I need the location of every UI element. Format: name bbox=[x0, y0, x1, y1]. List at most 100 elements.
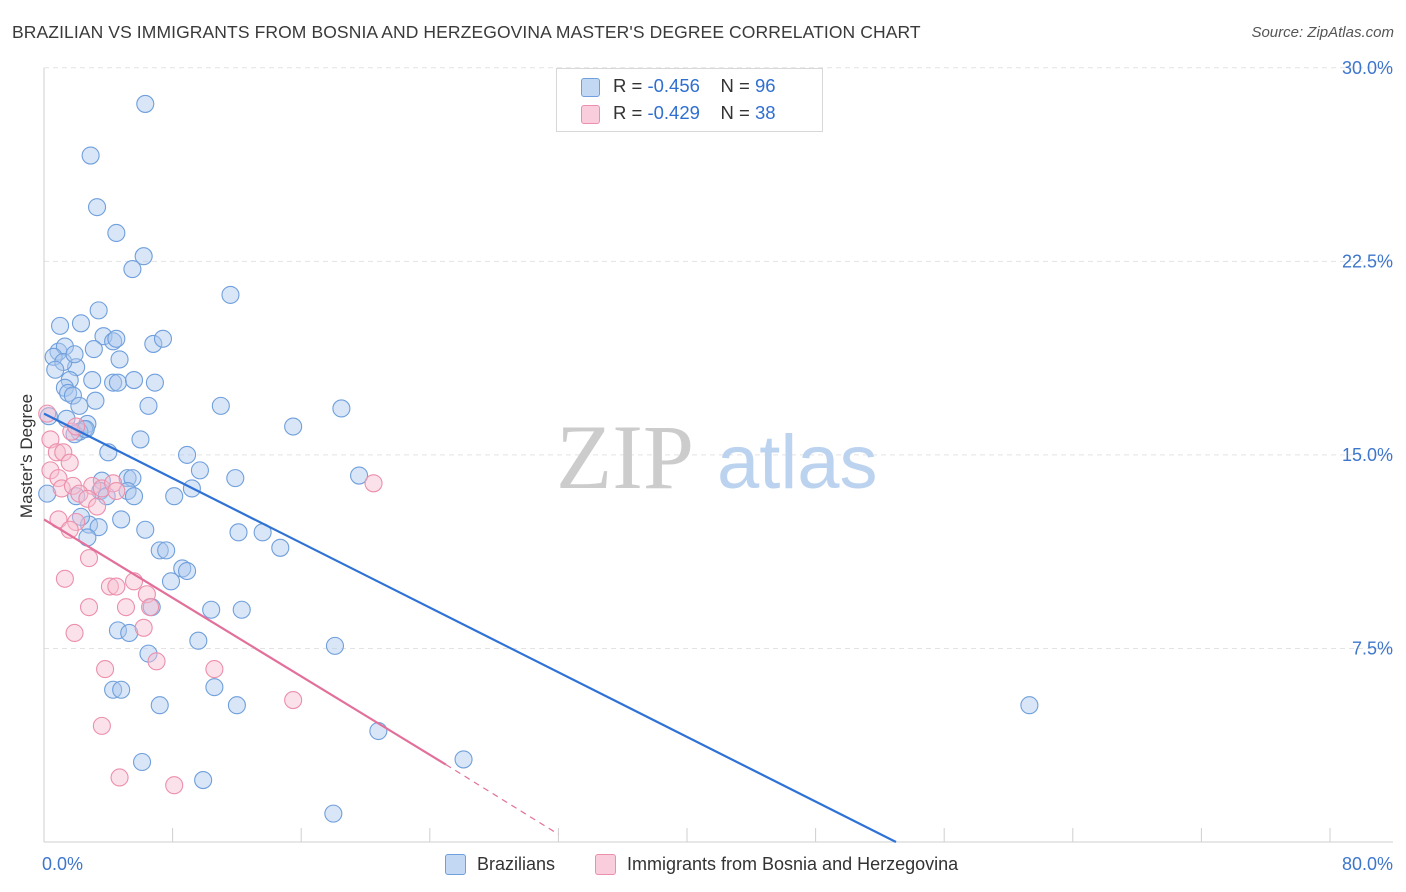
point-brazilians bbox=[81, 146, 100, 165]
point-brazilians bbox=[83, 371, 102, 390]
point-brazilians bbox=[134, 247, 153, 266]
point-brazilians bbox=[67, 487, 86, 506]
point-bosnia bbox=[107, 481, 126, 501]
point-bosnia bbox=[100, 577, 119, 596]
point-brazilians bbox=[65, 345, 84, 364]
correlation-stats-box: R = -0.456 N = 96 R = -0.429 N = 38 bbox=[556, 68, 823, 132]
point-bosnia bbox=[87, 497, 107, 516]
point-brazilians bbox=[369, 721, 388, 741]
point-bosnia bbox=[79, 549, 99, 568]
x-tick-label: 0.0% bbox=[42, 854, 83, 874]
point-bosnia bbox=[92, 716, 111, 735]
point-bosnia bbox=[47, 443, 66, 462]
point-brazilians bbox=[271, 538, 290, 557]
point-brazilians bbox=[63, 386, 82, 405]
y-tick-label: 30.0% bbox=[1342, 58, 1393, 78]
point-brazilians bbox=[86, 391, 105, 410]
point-brazilians bbox=[221, 285, 240, 304]
trend-layer bbox=[43, 412, 897, 843]
point-brazilians bbox=[107, 329, 126, 348]
point-brazilians bbox=[108, 621, 127, 640]
point-brazilians bbox=[55, 337, 74, 356]
point-brazilians bbox=[165, 487, 184, 506]
point-brazilians bbox=[332, 399, 351, 418]
points-layer bbox=[38, 94, 1039, 823]
point-brazilians bbox=[59, 383, 78, 403]
point-brazilians bbox=[202, 600, 221, 619]
point-brazilians bbox=[325, 636, 345, 655]
point-bosnia bbox=[79, 598, 99, 617]
point-brazilians bbox=[70, 396, 89, 415]
point-brazilians bbox=[145, 373, 164, 392]
trend-line-pink bbox=[43, 518, 447, 766]
trend-extension-pink bbox=[445, 764, 559, 835]
point-bosnia bbox=[364, 474, 383, 493]
point-brazilians bbox=[189, 631, 208, 650]
point-brazilians bbox=[112, 680, 131, 699]
point-bosnia bbox=[147, 652, 166, 671]
point-brazilians bbox=[350, 466, 369, 485]
y-tick-label: 22.5% bbox=[1342, 251, 1393, 271]
point-brazilians bbox=[190, 461, 209, 480]
point-bosnia bbox=[52, 479, 71, 498]
point-bosnia bbox=[116, 598, 136, 617]
point-brazilians bbox=[124, 371, 144, 390]
point-brazilians bbox=[227, 696, 246, 715]
point-brazilians bbox=[118, 469, 137, 488]
point-brazilians bbox=[71, 314, 91, 333]
point-brazilians bbox=[150, 696, 169, 715]
point-brazilians bbox=[284, 417, 303, 436]
point-brazilians bbox=[211, 396, 230, 415]
watermark: ZIP atlas bbox=[556, 406, 878, 508]
blue-swatch bbox=[581, 78, 600, 97]
point-brazilians bbox=[173, 559, 192, 578]
legend-pink-swatch bbox=[595, 854, 616, 875]
point-brazilians bbox=[205, 678, 224, 697]
r-value: -0.456 bbox=[647, 75, 700, 96]
n-label: N = bbox=[720, 75, 755, 96]
point-brazilians bbox=[104, 332, 123, 351]
point-brazilians bbox=[153, 329, 173, 348]
trend-line-blue bbox=[43, 412, 897, 843]
point-brazilians bbox=[120, 623, 139, 643]
point-brazilians bbox=[144, 334, 163, 353]
point-bosnia bbox=[107, 577, 126, 596]
point-brazilians bbox=[178, 561, 197, 581]
point-brazilians bbox=[161, 572, 181, 591]
legend-blue-swatch bbox=[445, 854, 466, 875]
r-label: R = bbox=[613, 75, 648, 96]
y-axis-label: Master's Degree bbox=[17, 394, 36, 518]
point-brazilians bbox=[71, 507, 91, 526]
chart-title: BRAZILIAN VS IMMIGRANTS FROM BOSNIA AND … bbox=[12, 22, 921, 42]
point-brazilians bbox=[89, 301, 108, 320]
tick-labels: 7.5% 15.0% 22.5% 30.0% 0.0% 80.0% bbox=[42, 58, 1393, 874]
source-attribution: Source: ZipAtlas.com bbox=[1251, 24, 1394, 41]
point-bosnia bbox=[60, 453, 79, 472]
watermark-zip: ZIP bbox=[556, 406, 694, 508]
point-bosnia bbox=[165, 776, 184, 795]
n-value: 38 bbox=[754, 102, 776, 123]
point-brazilians bbox=[46, 360, 65, 379]
point-brazilians bbox=[139, 396, 158, 415]
watermark-atlas: atlas bbox=[717, 420, 878, 505]
r-label: R = bbox=[613, 102, 648, 123]
point-bosnia bbox=[54, 443, 73, 462]
point-brazilians bbox=[157, 541, 176, 560]
point-brazilians bbox=[112, 510, 131, 529]
r-value: -0.429 bbox=[647, 102, 700, 123]
y-tick-label: 15.0% bbox=[1342, 445, 1393, 465]
point-bosnia bbox=[49, 469, 68, 488]
point-bosnia bbox=[65, 623, 84, 643]
legend-label: Brazilians bbox=[477, 854, 556, 874]
point-brazilians bbox=[1020, 696, 1039, 715]
point-brazilians bbox=[51, 316, 70, 335]
point-brazilians bbox=[107, 223, 126, 243]
point-brazilians bbox=[136, 94, 155, 113]
point-brazilians bbox=[178, 445, 197, 464]
point-brazilians bbox=[133, 752, 152, 772]
y-tick-label: 7.5% bbox=[1352, 638, 1393, 658]
point-brazilians bbox=[89, 518, 108, 537]
point-brazilians bbox=[87, 198, 107, 217]
point-brazilians bbox=[232, 600, 251, 619]
